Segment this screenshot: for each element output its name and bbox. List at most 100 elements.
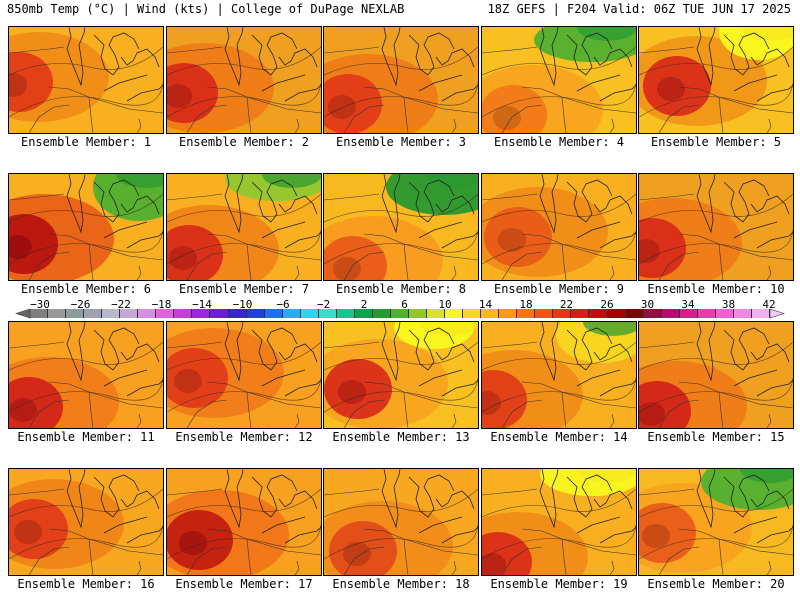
colorbar-arrow-ends xyxy=(15,308,785,319)
colorbar-cell xyxy=(679,309,698,318)
ensemble-member-map xyxy=(481,321,637,429)
colorbar-cell xyxy=(607,309,626,318)
ensemble-member-label: Ensemble Member: 3 xyxy=(335,135,467,149)
temperature-field xyxy=(639,174,793,280)
colorbar-cell xyxy=(192,309,211,318)
map-title: 850mb Temp (°C) | Wind (kts) | College o… xyxy=(7,2,405,16)
ensemble-member-map xyxy=(166,321,322,429)
colorbar-cell xyxy=(138,309,157,318)
ensemble-member-map xyxy=(323,26,479,134)
colorbar-strip xyxy=(30,309,770,318)
colorbar-cell xyxy=(48,309,67,318)
colorbar-cell xyxy=(210,309,229,318)
colorbar-tick-label: 2 xyxy=(360,298,368,311)
ensemble-member-label: Ensemble Member: 17 xyxy=(175,577,313,591)
colorbar-cell xyxy=(643,309,662,318)
ensemble-member-map xyxy=(8,26,164,134)
ensemble-member-map xyxy=(8,321,164,429)
ensemble-member-label: Ensemble Member: 5 xyxy=(650,135,782,149)
ensemble-member-label: Ensemble Member: 4 xyxy=(493,135,625,149)
ensemble-member-label: Ensemble Member: 14 xyxy=(490,430,628,444)
colorbar-cell xyxy=(390,309,409,318)
temperature-field xyxy=(482,322,636,428)
ensemble-member-label: Ensemble Member: 19 xyxy=(490,577,628,591)
colorbar-tick-label: −6 xyxy=(276,298,290,311)
colorbar-cell xyxy=(517,309,536,318)
colorbar-cell xyxy=(246,309,265,318)
colorbar-tick-label: 22 xyxy=(559,298,574,311)
colorbar-cell xyxy=(264,309,283,318)
ensemble-member-map xyxy=(166,26,322,134)
colorbar-cell xyxy=(571,309,590,318)
colorbar-cell xyxy=(354,309,373,318)
colorbar-cell xyxy=(120,309,139,318)
ensemble-member-label: Ensemble Member: 20 xyxy=(647,577,785,591)
ensemble-member-map xyxy=(481,26,637,134)
colorbar-tick-label: −10 xyxy=(232,298,253,311)
temperature-field xyxy=(482,174,636,280)
ensemble-member-label: Ensemble Member: 12 xyxy=(175,430,313,444)
temperature-field xyxy=(324,469,478,575)
colorbar-cell xyxy=(499,309,518,318)
colorbar-cell xyxy=(228,309,247,318)
colorbar-tick-label: 10 xyxy=(438,298,452,311)
ensemble-member-label: Ensemble Member: 8 xyxy=(335,282,467,296)
colorbar-cell xyxy=(535,309,554,318)
run-valid-time: 18Z GEFS | F204 Valid: 06Z TUE JUN 17 20… xyxy=(487,2,791,16)
temperature-field xyxy=(639,27,793,133)
temperature-field xyxy=(324,174,478,280)
colorbar-cell xyxy=(84,309,103,318)
colorbar-cell xyxy=(589,309,608,318)
temperature-field xyxy=(167,27,321,133)
ensemble-member-label: Ensemble Member: 10 xyxy=(647,282,785,296)
colorbar-cell xyxy=(697,309,716,318)
colorbar-cell xyxy=(282,309,301,318)
colorbar-cell xyxy=(408,309,428,318)
ensemble-member-label: Ensemble Member: 6 xyxy=(20,282,152,296)
ensemble-member-label: Ensemble Member: 1 xyxy=(20,135,152,149)
temperature-field xyxy=(482,27,636,133)
colorbar-tick-label: 34 xyxy=(681,298,695,311)
ensemble-member-label: Ensemble Member: 11 xyxy=(17,430,155,444)
colorbar-tick-label: 18 xyxy=(519,298,533,311)
ensemble-member-map xyxy=(481,173,637,281)
colorbar-tick-label: −26 xyxy=(70,298,91,311)
temperature-field xyxy=(639,469,793,575)
colorbar-tick-label: 26 xyxy=(600,298,614,311)
colorbar-cell xyxy=(715,309,734,318)
colorbar-cell xyxy=(661,309,680,318)
ensemble-member-map xyxy=(323,468,479,576)
ensemble-member-label: Ensemble Member: 9 xyxy=(493,282,625,296)
colorbar-cell xyxy=(300,309,319,318)
colorbar-tick-label: −18 xyxy=(151,298,172,311)
colorbar-cell xyxy=(318,309,337,318)
temperature-field xyxy=(639,322,793,428)
temperature-field xyxy=(324,322,478,428)
temperature-field xyxy=(167,174,321,280)
ensemble-member-label: Ensemble Member: 16 xyxy=(17,577,155,591)
ensemble-member-label: Ensemble Member: 18 xyxy=(332,577,470,591)
temperature-field xyxy=(482,469,636,575)
ensemble-member-map xyxy=(166,468,322,576)
ensemble-member-map xyxy=(638,321,794,429)
temperature-field xyxy=(9,322,163,428)
ensemble-member-map xyxy=(323,173,479,281)
ensemble-member-map xyxy=(8,468,164,576)
colorbar-cell xyxy=(463,309,482,318)
ensemble-member-label: Ensemble Member: 15 xyxy=(647,430,785,444)
colorbar-cell xyxy=(445,309,464,318)
colorbar-cell xyxy=(66,309,85,318)
ensemble-member-map xyxy=(638,26,794,134)
colorbar-tick-label: 30 xyxy=(640,298,655,311)
colorbar-cell xyxy=(427,309,446,318)
temperature-field xyxy=(167,322,321,428)
colorbar-cell xyxy=(733,309,752,318)
colorbar-tick-label: 14 xyxy=(478,298,493,311)
temperature-field xyxy=(324,27,478,133)
ensemble-member-map xyxy=(323,321,479,429)
colorbar-cell xyxy=(553,309,572,318)
colorbar-cell xyxy=(336,309,355,318)
ensemble-member-map xyxy=(638,468,794,576)
colorbar-tick-label: −14 xyxy=(192,298,212,311)
temperature-field xyxy=(9,27,163,133)
